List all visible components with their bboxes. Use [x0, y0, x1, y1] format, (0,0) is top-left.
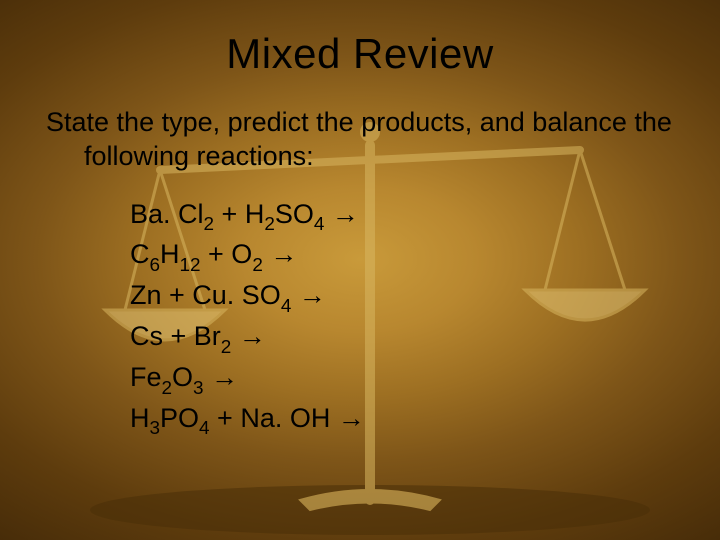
reaction-line: H3PO4 + Na. OH →: [130, 400, 680, 441]
slide-content: Mixed Review State the type, predict the…: [0, 0, 720, 540]
reaction-line: Zn + Cu. SO4 →: [130, 277, 680, 318]
reaction-line: C6H12 + O2 →: [130, 236, 680, 277]
slide-title: Mixed Review: [40, 30, 680, 78]
reaction-line: Ba. Cl2 + H2SO4 →: [130, 196, 680, 237]
reaction-line: Fe2O3 →: [130, 359, 680, 400]
reaction-line: Cs + Br2 →: [130, 318, 680, 359]
reaction-list: Ba. Cl2 + H2SO4 →C6H12 + O2 →Zn + Cu. SO…: [130, 196, 680, 441]
instruction-text: State the type, predict the products, an…: [46, 106, 680, 174]
